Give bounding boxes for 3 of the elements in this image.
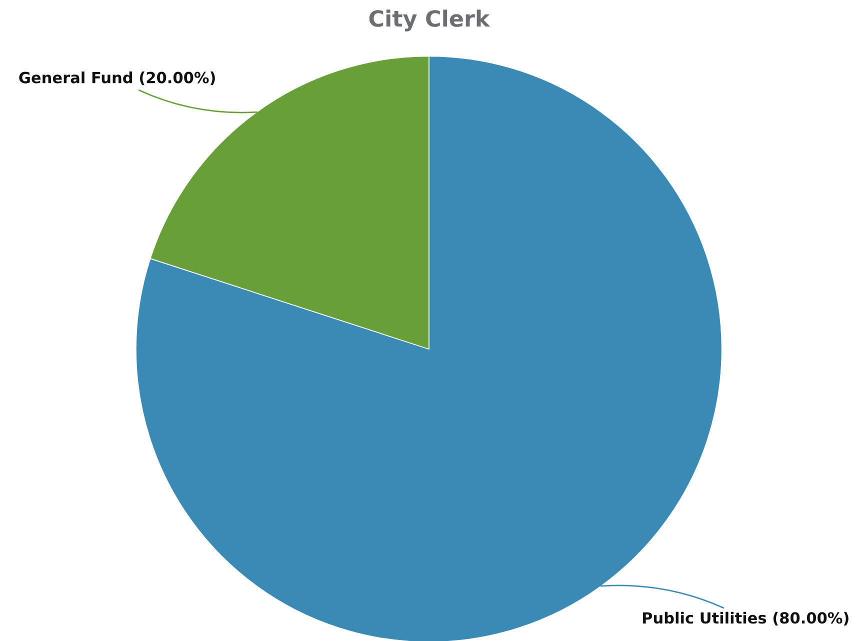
slice-label: Public Utilities (80.00%) (642, 612, 848, 626)
chart-title: City Clerk (369, 10, 490, 32)
slice-label: General Fund (20.00%) (19, 72, 215, 86)
